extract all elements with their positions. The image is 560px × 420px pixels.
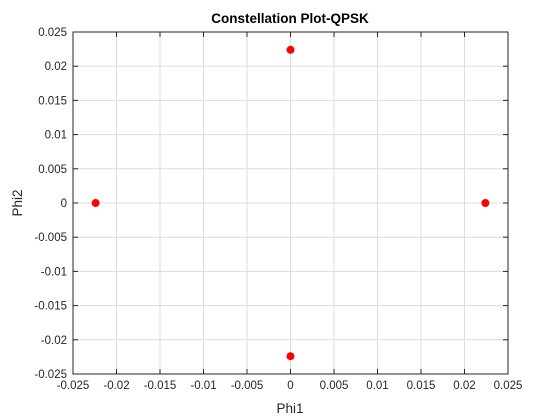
x-tick-label: 0	[287, 380, 293, 392]
x-tick-label: -0.01	[190, 380, 216, 392]
y-tick-label: 0.005	[38, 164, 67, 176]
x-tick-label: 0.005	[320, 380, 349, 392]
constellation-point	[286, 45, 295, 54]
y-tick-label: -0.005	[34, 232, 67, 244]
y-tick-label: 0.025	[38, 27, 67, 39]
x-axis-label: Phi1	[276, 401, 303, 416]
x-tick-label: -0.005	[231, 380, 264, 392]
constellation-point	[286, 352, 295, 361]
x-tick-label: -0.015	[144, 380, 177, 392]
y-tick-label: -0.02	[41, 335, 67, 347]
constellation-point	[481, 199, 490, 207]
y-tick-label: 0	[61, 198, 67, 210]
y-tick-label: -0.025	[34, 369, 67, 381]
y-tick-label: 0.015	[38, 95, 67, 107]
y-axis-label: Phi2	[10, 189, 25, 216]
chart-title: Constellation Plot-QPSK	[211, 11, 369, 26]
x-tick-label: -0.025	[57, 380, 90, 392]
y-tick-label: 0.01	[45, 130, 67, 142]
x-tick-label: 0.025	[494, 380, 523, 392]
y-tick-label: 0.02	[45, 61, 67, 73]
x-tick-labels: -0.025 -0.02 -0.015 -0.01 -0.005 0 0.005 0.01 0.…	[57, 380, 523, 392]
y-tick-label: -0.01	[41, 266, 67, 278]
constellation-point	[91, 199, 100, 207]
y-tick-labels: -0.025 -0.02 -0.015 -0.01 -0.005 0 0.005 0.01 0.…	[34, 27, 67, 381]
x-tick-label: 0.01	[366, 380, 388, 392]
ticks	[72, 31, 509, 375]
y-tick-label: -0.015	[34, 301, 67, 313]
x-tick-label: -0.02	[103, 380, 129, 392]
x-tick-label: 0.02	[453, 380, 475, 392]
x-tick-label: 0.015	[407, 380, 436, 392]
data-points	[91, 45, 490, 361]
